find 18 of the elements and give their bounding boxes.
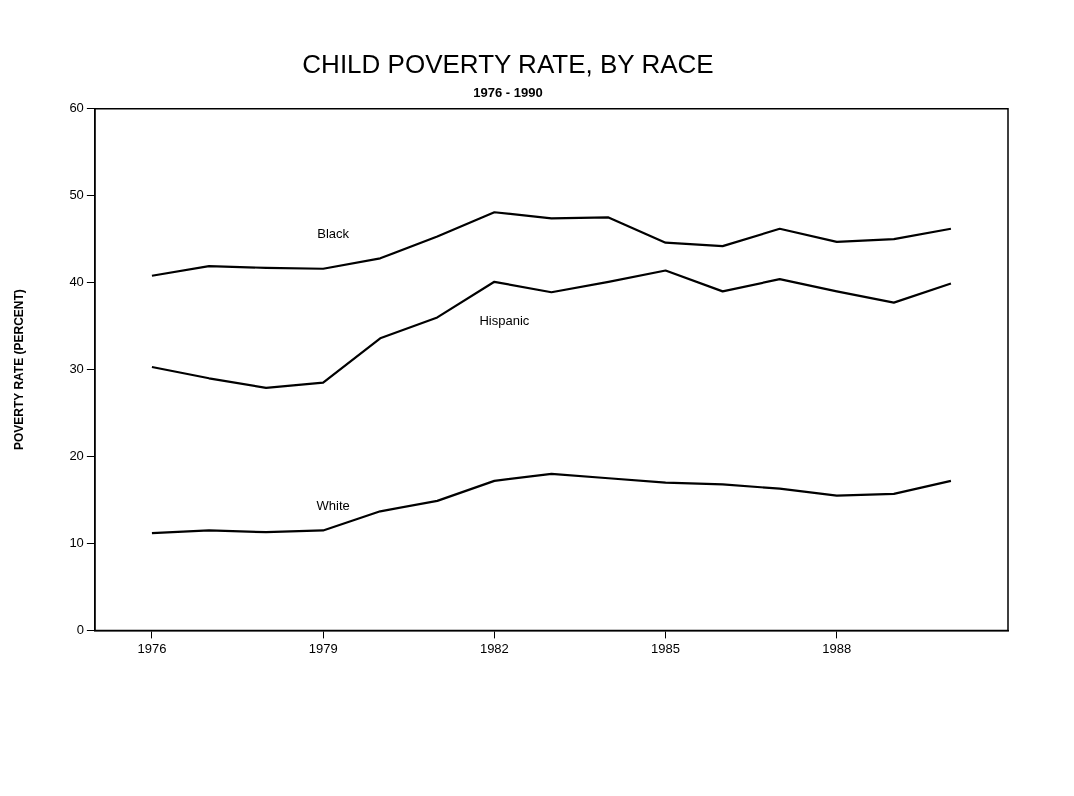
x-tick-label: 1976 (137, 640, 167, 656)
y-tick-label: 30 (69, 361, 84, 377)
y-tick-label: 40 (69, 274, 84, 290)
y-tick-label: 10 (69, 535, 84, 551)
y-tick-label: 50 (69, 187, 84, 203)
y-tick-label: 0 (76, 621, 84, 637)
series-label: Black (317, 226, 350, 242)
chart-title: CHILD POVERTY RATE, BY RACE (302, 48, 714, 79)
y-tick-label: 60 (69, 100, 84, 116)
x-tick-label: 1979 (308, 640, 338, 656)
series-label: White (316, 498, 350, 513)
x-tick-label: 1982 (479, 640, 509, 656)
series-label: Hispanic (479, 313, 530, 329)
chart-subtitle: 1976 - 1990 (473, 84, 543, 100)
y-tick-label: 20 (69, 448, 84, 464)
y-axis-title: POVERTY RATE (PERCENT) (11, 289, 26, 451)
x-tick-label: 1985 (651, 640, 681, 656)
x-tick-label: 1988 (822, 640, 852, 656)
